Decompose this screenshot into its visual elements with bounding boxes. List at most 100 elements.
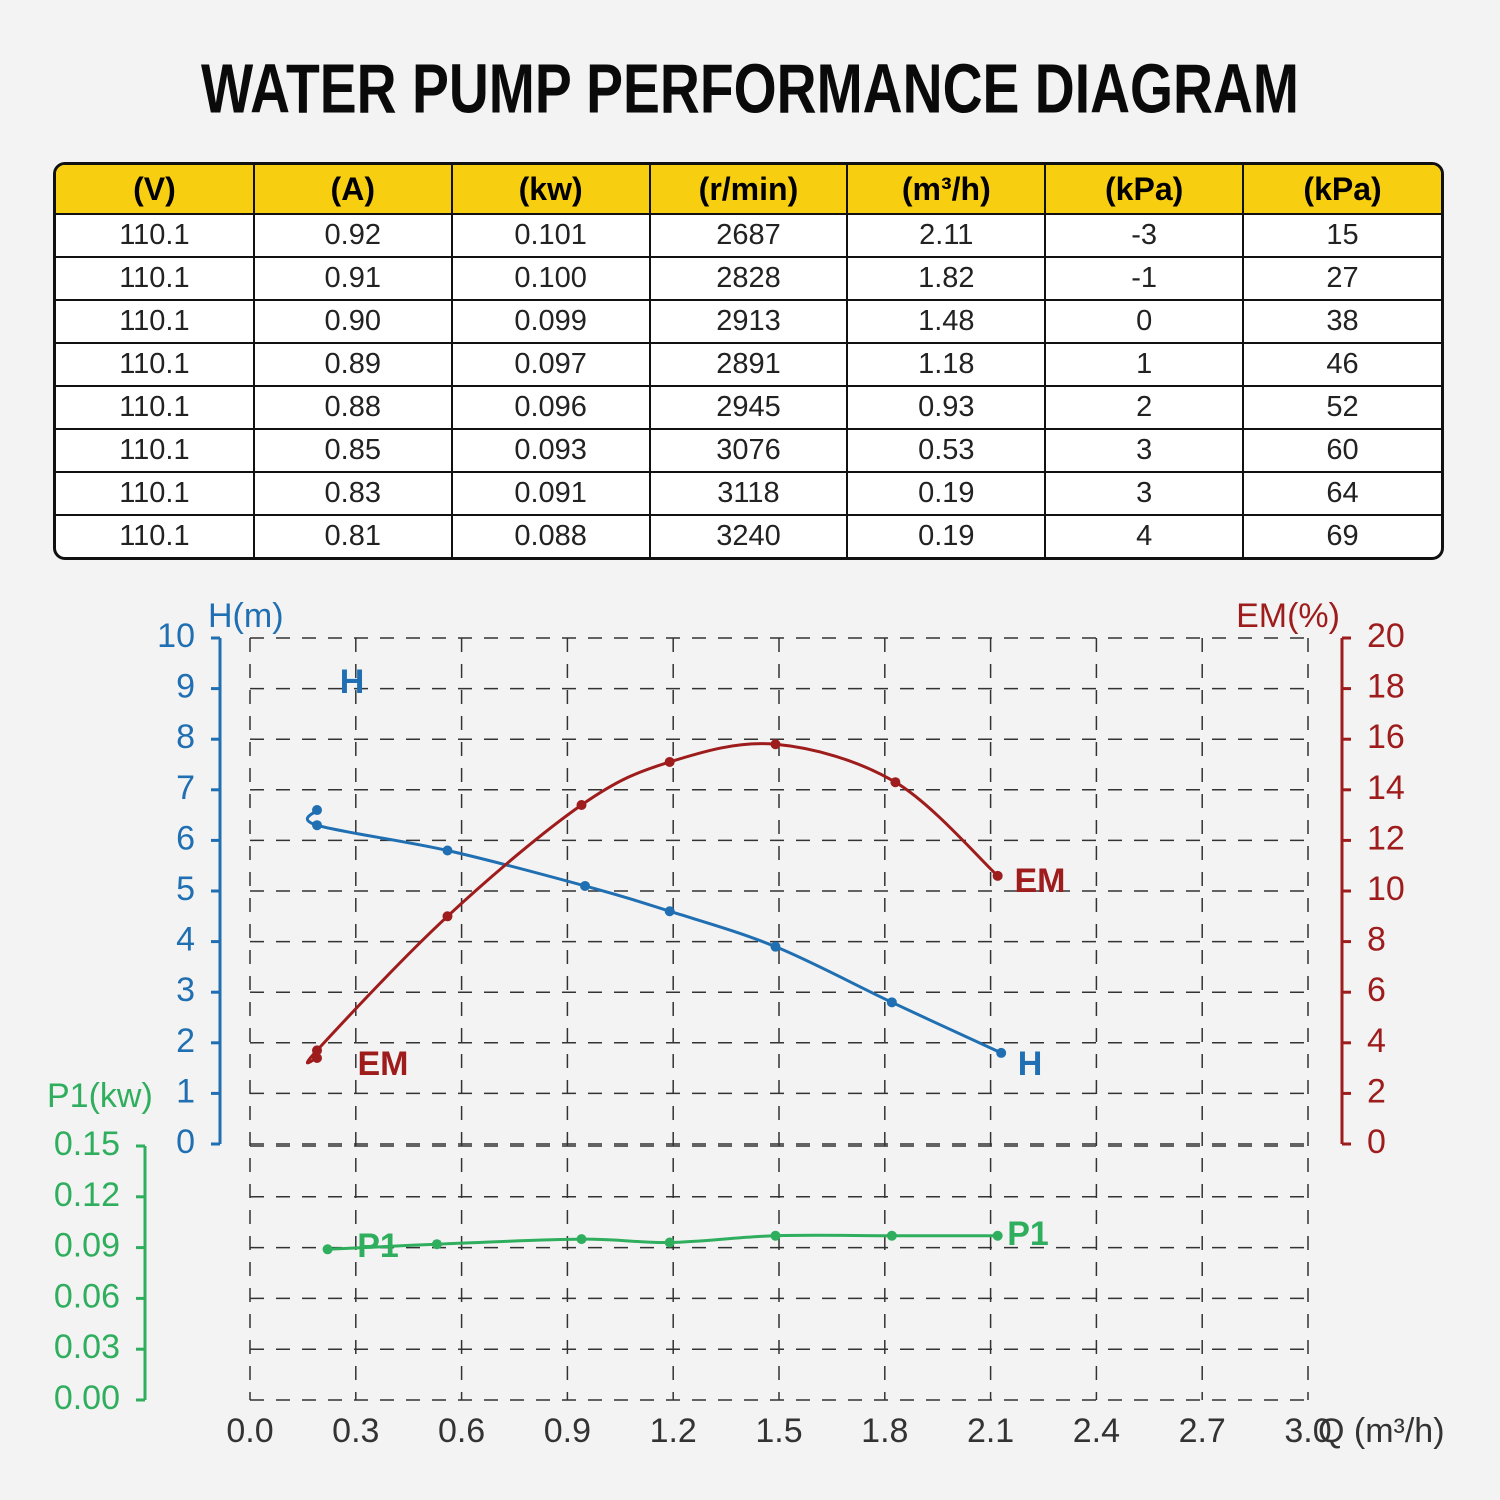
- table-row: 110.1 0.90 0.099 2913 1.48 0 38: [56, 299, 1441, 344]
- y-tick-label: 6: [1367, 971, 1386, 1009]
- table-cell: 2891: [648, 342, 849, 387]
- x-tick-label: 3.0: [1284, 1412, 1331, 1450]
- table-row: 110.1 0.91 0.100 2828 1.82 -1 27: [56, 256, 1441, 301]
- y-tick-label: 14: [1367, 769, 1405, 807]
- data-point: [664, 906, 675, 917]
- y-axis-label: EM(%): [1236, 597, 1340, 635]
- header-cell: (A): [252, 165, 453, 215]
- y-axis-label: P1(kw): [47, 1077, 153, 1115]
- y-tick-label: 0.00: [54, 1379, 120, 1417]
- x-axis-label: Q (m³/h): [1318, 1412, 1445, 1450]
- page-title: WATER PUMP PERFORMANCE DIAGRAM: [201, 49, 1299, 127]
- table-cell: 110.1: [56, 428, 255, 473]
- data-point: [580, 880, 591, 891]
- y-tick-label: 2: [176, 1022, 195, 1060]
- data-point: [664, 756, 675, 767]
- spec-table: (V) (A) (kw) (r/min) (m³/h) (kPa) (kPa) 110.1 0.…: [56, 165, 1441, 557]
- table-cell: 0: [1044, 299, 1245, 344]
- series-label: EM: [358, 1045, 409, 1083]
- data-point: [576, 1234, 587, 1245]
- y-tick-label: 10: [157, 617, 195, 655]
- x-tick-label: 0.3: [332, 1412, 379, 1450]
- data-point: [312, 820, 323, 831]
- x-tick-label: 0.9: [544, 1412, 591, 1450]
- y-tick-label: 18: [1367, 668, 1405, 706]
- table-cell: 2945: [648, 385, 849, 430]
- series-line: [305, 808, 1002, 1055]
- table-cell: 2913: [648, 299, 849, 344]
- table-cell: 110.1: [56, 514, 255, 557]
- table-cell: 27: [1242, 256, 1441, 301]
- y-tick-label: 12: [1367, 819, 1405, 857]
- x-tick-label: 1.2: [650, 1412, 697, 1450]
- table-cell: 1.48: [846, 299, 1047, 344]
- data-point: [886, 1230, 897, 1241]
- y-tick-label: 5: [176, 870, 195, 908]
- data-point: [886, 997, 897, 1008]
- y-tick-label: 20: [1367, 617, 1405, 655]
- x-tick-label: 0.6: [438, 1412, 485, 1450]
- header-cell: (kPa): [1044, 165, 1245, 215]
- table-cell: -3: [1044, 213, 1245, 258]
- series-label: H: [1018, 1045, 1043, 1083]
- data-point: [312, 1052, 323, 1063]
- table-row: 110.1 0.83 0.091 3118 0.19 3 64: [56, 471, 1441, 516]
- table-cell: 46: [1242, 342, 1441, 387]
- table-cell: 110.1: [56, 213, 255, 258]
- y-tick-label: 0.09: [54, 1227, 120, 1265]
- table-cell: 3240: [648, 514, 849, 557]
- y-tick-label: 10: [1367, 870, 1405, 908]
- x-tick-label: 2.7: [1179, 1412, 1226, 1450]
- table-cell: 0.091: [450, 471, 651, 516]
- table-cell: -1: [1044, 256, 1245, 301]
- table-cell: 0.088: [450, 514, 651, 557]
- table-cell: 110.1: [56, 385, 255, 430]
- header-cell: (m³/h): [846, 165, 1047, 215]
- table-cell: 0.89: [252, 342, 453, 387]
- table: (V) (A) (kw) (r/min) (m³/h) (kPa) (kPa) 110.1 0.…: [53, 162, 1444, 560]
- series-label: EM: [1015, 862, 1066, 900]
- header-cell: (kw): [450, 165, 651, 215]
- table-cell: 2.11: [846, 213, 1047, 258]
- data-point: [770, 1230, 781, 1241]
- data-point: [992, 870, 1003, 881]
- table-cell: 0.83: [252, 471, 453, 516]
- table-cell: 15: [1242, 213, 1441, 258]
- data-point: [770, 941, 781, 952]
- table-cell: 0.85: [252, 428, 453, 473]
- table-row: 110.1 0.88 0.096 2945 0.93 2 52: [56, 385, 1441, 430]
- table-cell: 3: [1044, 471, 1245, 516]
- table-row: 110.1 0.85 0.093 3076 0.53 3 60: [56, 428, 1441, 473]
- table-cell: 64: [1242, 471, 1441, 516]
- x-tick-label: 1.8: [861, 1412, 908, 1450]
- data-point: [431, 1239, 442, 1250]
- table-row: 110.1 0.92 0.101 2687 2.11 -3 15: [56, 213, 1441, 258]
- table-cell: 3076: [648, 428, 849, 473]
- y-tick-label: 7: [176, 769, 195, 807]
- header-cell: (kPa): [1242, 165, 1441, 215]
- x-tick-label: 1.5: [755, 1412, 802, 1450]
- data-point: [770, 739, 781, 750]
- table-cell: 110.1: [56, 299, 255, 344]
- table-cell: 60: [1242, 428, 1441, 473]
- table-cell: 0.097: [450, 342, 651, 387]
- header-cell: (V): [56, 165, 255, 215]
- table-cell: 0.53: [846, 428, 1047, 473]
- table-cell: 69: [1242, 514, 1441, 557]
- table-cell: 0.19: [846, 471, 1047, 516]
- table-cell: 0.096: [450, 385, 651, 430]
- table-cell: 110.1: [56, 256, 255, 301]
- table-cell: 0.101: [450, 213, 651, 258]
- y-axis-label: H(m): [208, 597, 284, 635]
- series-label: H: [340, 663, 365, 701]
- x-tick-label: 2.1: [967, 1412, 1014, 1450]
- y-tick-label: 0.03: [54, 1328, 120, 1366]
- table-row: 110.1 0.89 0.097 2891 1.18 1 46: [56, 342, 1441, 387]
- table-cell: 0.81: [252, 514, 453, 557]
- series-label: P1: [357, 1227, 399, 1265]
- y-tick-label: 3: [176, 971, 195, 1009]
- y-tick-label: 0.15: [54, 1125, 120, 1163]
- y-tick-label: 0: [176, 1123, 195, 1161]
- table-row: 110.1 0.81 0.088 3240 0.19 4 69: [56, 514, 1441, 557]
- table-cell: 38: [1242, 299, 1441, 344]
